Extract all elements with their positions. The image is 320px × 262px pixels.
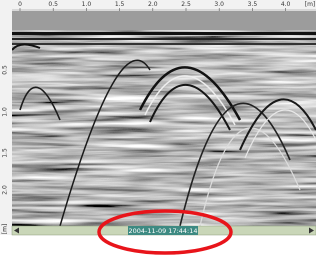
- top-axis-label: 2.5: [181, 1, 191, 8]
- air-band: [12, 11, 316, 30]
- left-axis-label: 0.5: [2, 65, 9, 75]
- top-axis-label: 0: [18, 1, 22, 8]
- left-axis-strip: [0, 11, 12, 235]
- screenshot: 2004-11-09 17:44:14 0 0.5 1.0 1.5 2.0 2.5 3.0 3…: [0, 0, 316, 262]
- top-axis-label: [m]: [305, 1, 316, 8]
- top-axis-label: 3.5: [248, 1, 258, 8]
- top-axis-label: 3.0: [214, 1, 224, 8]
- top-axis-label: 0.5: [48, 1, 58, 8]
- left-axis-label: 1.5: [2, 148, 9, 158]
- top-axis-label: 1.0: [82, 1, 92, 8]
- timestamp: 2004-11-09 17:44:14: [128, 227, 197, 235]
- radargram-texture: [12, 30, 316, 226]
- left-axis-label: [m]: [2, 224, 9, 235]
- left-axis-label: 2.0: [2, 185, 9, 195]
- top-axis-label: 4.0: [281, 1, 291, 8]
- top-axis-strip: [0, 0, 316, 11]
- top-axis-label: 1.5: [115, 1, 125, 8]
- left-axis-label: 1.0: [2, 107, 9, 117]
- top-axis-label: 2.0: [148, 1, 158, 8]
- radargram-view: 2004-11-09 17:44:14 0 0.5 1.0 1.5 2.0 2.5 3.0 3…: [0, 0, 316, 262]
